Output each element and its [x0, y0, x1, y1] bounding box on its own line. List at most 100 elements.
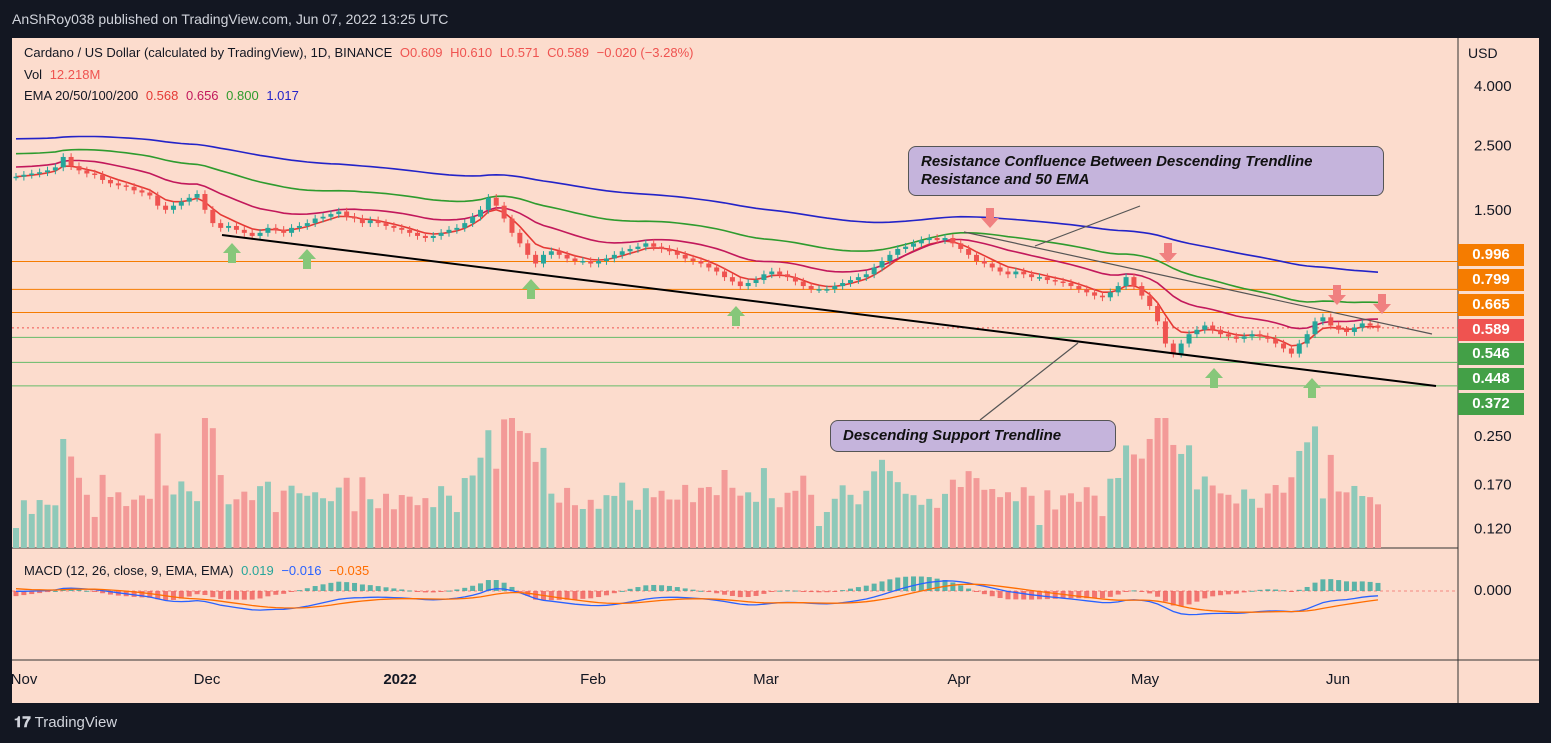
candle-body	[1281, 343, 1287, 349]
candle-body	[470, 216, 476, 224]
macd-hist-bar	[131, 591, 137, 597]
ema20-value: 0.568	[145, 88, 179, 103]
resistance-callout: Resistance Confluence Between Descending…	[908, 146, 1384, 196]
volume-bar	[989, 489, 996, 548]
volume-bar	[170, 494, 177, 548]
candle-body	[430, 235, 436, 238]
candle-body	[1155, 306, 1161, 322]
macd-hist-bar	[1312, 582, 1318, 591]
macd-hist-bar	[722, 591, 728, 595]
volume-bar	[225, 504, 232, 548]
candle-body	[1005, 271, 1011, 275]
macd-hist-bar	[619, 590, 625, 592]
support-bounce-arrow-icon	[298, 249, 316, 269]
macd-hist-bar	[611, 591, 617, 594]
volume-bar	[595, 508, 602, 548]
candle-body	[336, 211, 342, 215]
candle-body	[1218, 329, 1224, 335]
publisher-text: AnShRoy038 published on TradingView.com,…	[12, 11, 449, 27]
macd-hist-bar	[548, 591, 554, 601]
macd-hist-bar	[1092, 591, 1098, 599]
candle-body	[328, 214, 334, 217]
candle-body	[249, 232, 255, 236]
volume-bar	[249, 500, 256, 548]
volume-bar	[934, 507, 941, 548]
macd-hist-bar	[344, 582, 350, 591]
volume-bar	[902, 493, 909, 548]
candle-body	[981, 261, 987, 264]
volume-bar	[816, 526, 823, 548]
candle-body	[958, 243, 964, 249]
macd-hist-bar	[1186, 591, 1192, 605]
legend-macd-row: MACD (12, 26, close, 9, EMA, EMA) 0.019 …	[24, 563, 369, 578]
candle-body	[139, 190, 145, 193]
macd-hist-bar	[1218, 591, 1224, 596]
macd-hist-bar	[367, 585, 373, 591]
volume-bar	[257, 486, 264, 548]
current-price-tag: 0.589	[1458, 319, 1524, 341]
macd-hist-bar	[848, 588, 854, 591]
volume-bar	[99, 474, 106, 548]
volume-bar	[453, 512, 460, 548]
ema200-value: 1.017	[266, 88, 299, 103]
macd-hist-bar	[407, 590, 413, 592]
candle-body	[391, 225, 397, 228]
macd-hist-bar	[470, 585, 476, 591]
candle-body	[29, 173, 35, 175]
candle-body	[1351, 327, 1357, 332]
volume-bar	[1209, 485, 1216, 548]
candle-body	[1107, 292, 1113, 298]
volume-bar	[359, 477, 366, 548]
y-tick-label: 0.120	[1474, 521, 1512, 538]
candle-body	[674, 251, 680, 255]
candle-body	[52, 167, 58, 171]
descending-support-trendline	[221, 234, 1437, 387]
support-bounce-arrow-icon	[1205, 368, 1223, 388]
volume-bar	[965, 471, 972, 548]
volume-bar	[1075, 501, 1082, 548]
macd-hist-bar	[989, 591, 995, 597]
candle-body	[1147, 295, 1153, 307]
volume-bar	[406, 496, 413, 548]
volume-bar	[1264, 493, 1271, 548]
macd-hist-bar	[1131, 590, 1137, 592]
volume-bar	[477, 457, 484, 548]
volume-bar	[768, 498, 775, 548]
volume-bar	[398, 495, 405, 548]
macd-hist-bar	[666, 585, 672, 591]
macd-hist-bar	[186, 591, 192, 597]
candle-body	[643, 243, 649, 247]
volume-bar	[1375, 504, 1381, 548]
macd-hist-bar	[296, 590, 302, 592]
macd-hist-bar	[415, 591, 421, 592]
macd-hist-bar	[320, 584, 326, 591]
candle-body	[698, 261, 704, 264]
macd-hist-bar	[1351, 581, 1357, 591]
macd-hist-bar	[1273, 589, 1279, 591]
macd-hist-bar	[556, 591, 562, 600]
macd-hist-bar	[769, 591, 775, 592]
candle-body	[706, 263, 712, 268]
macd-hist-bar	[1233, 591, 1239, 594]
volume-bar	[1130, 454, 1137, 548]
candle-body	[588, 261, 594, 264]
volume-bar	[146, 498, 153, 548]
macd-hist-bar	[44, 591, 50, 593]
macd-hist-bar	[281, 591, 287, 594]
candle-body	[407, 229, 413, 233]
macd-hist-bar	[714, 591, 720, 594]
macd-hist-bar	[808, 591, 814, 593]
volume-bar	[162, 485, 169, 548]
macd-label: MACD (12, 26, close, 9, EMA, EMA)	[24, 563, 234, 578]
candle-body	[131, 186, 137, 191]
volume-bar	[721, 469, 728, 548]
macd-hist-bar	[1210, 591, 1216, 597]
legend-vol-row: Vol 12.218M	[24, 67, 100, 82]
macd-hist-bar	[1375, 582, 1381, 591]
ema-200-line	[15, 135, 1379, 273]
macd-hist-bar	[1265, 589, 1271, 591]
volume-bar	[619, 482, 626, 548]
volume-bar	[918, 504, 925, 548]
y-tick-label: 1.500	[1474, 202, 1512, 219]
